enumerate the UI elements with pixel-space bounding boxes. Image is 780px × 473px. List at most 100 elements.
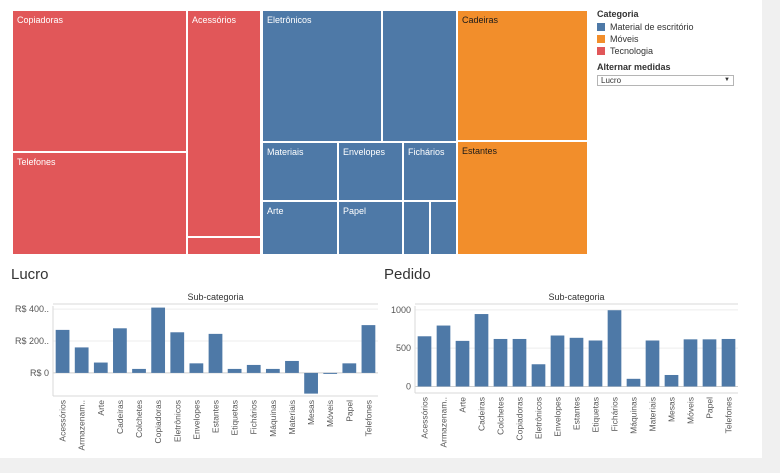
- treemap-tile-estantes[interactable]: Estantes: [457, 141, 588, 255]
- bar[interactable]: [304, 372, 318, 394]
- treemap-tile-materiais[interactable]: Materiais: [262, 142, 338, 201]
- bar[interactable]: [721, 338, 736, 387]
- treemap-tile-telefones[interactable]: Telefones: [12, 152, 187, 255]
- x-tick-label: Colchetes: [496, 397, 506, 435]
- x-tick-label: Móveis: [686, 397, 696, 424]
- x-tick-label: Envelopes: [553, 397, 563, 437]
- x-tick-label: Etiquetas: [591, 397, 601, 432]
- tile-label: Estantes: [462, 146, 498, 156]
- bar[interactable]: [285, 360, 299, 373]
- x-tick-label: Estantes: [211, 400, 221, 433]
- bar[interactable]: [323, 372, 338, 374]
- treemap-tile-copiadoras[interactable]: Copiadoras: [12, 10, 187, 152]
- treemap-tile-ficharios[interactable]: Fichários: [403, 142, 457, 201]
- x-tick-label: Armazenam..: [439, 397, 449, 448]
- bar[interactable]: [702, 339, 717, 387]
- x-tick-label: Máquinas: [268, 400, 278, 437]
- x-tick-label: Acessórios: [420, 397, 430, 439]
- bar[interactable]: [683, 339, 698, 387]
- bar[interactable]: [588, 340, 603, 387]
- bar[interactable]: [361, 325, 376, 373]
- measure-dropdown[interactable]: Lucro ▼: [597, 75, 734, 86]
- x-tick-label: Fichários: [249, 400, 259, 434]
- x-tick-label: Mesas: [667, 397, 677, 422]
- bar[interactable]: [626, 378, 641, 387]
- bar[interactable]: [493, 338, 508, 387]
- x-tick-label: Materiais: [287, 400, 297, 434]
- legend-label: Material de escritório: [610, 22, 694, 32]
- bar[interactable]: [74, 347, 89, 373]
- x-tick-label: Máquinas: [629, 397, 639, 434]
- bar[interactable]: [512, 338, 527, 387]
- chevron-down-icon: ▼: [724, 77, 730, 83]
- bar[interactable]: [436, 325, 451, 387]
- bar[interactable]: [569, 337, 584, 387]
- bar[interactable]: [151, 307, 166, 373]
- x-tick-label: Copiadoras: [515, 397, 525, 440]
- bar[interactable]: [93, 362, 108, 373]
- chart-title: Sub-categoria: [548, 292, 604, 302]
- x-tick-label: Telefones: [724, 397, 734, 433]
- bar[interactable]: [645, 340, 660, 387]
- x-tick-label: Copiadoras: [153, 400, 163, 443]
- treemap-tile-office-small-1[interactable]: [403, 201, 430, 255]
- y-tick-label: R$ 400..: [15, 304, 49, 314]
- bar[interactable]: [474, 314, 489, 387]
- x-tick-label: Mesas: [306, 400, 316, 425]
- bar[interactable]: [227, 368, 242, 373]
- treemap-tile-arte[interactable]: Arte: [262, 201, 338, 255]
- y-tick-label: R$ 0: [30, 368, 49, 378]
- x-tick-label: Arte: [458, 397, 468, 413]
- bar[interactable]: [455, 340, 470, 387]
- y-tick-label: 500: [396, 343, 411, 353]
- bar[interactable]: [208, 333, 223, 373]
- tile-label: Fichários: [408, 147, 445, 157]
- treemap-tile-papel[interactable]: Papel: [338, 201, 403, 255]
- dashboard-canvas: Copiadoras Acessórios Telefones Eletrôni…: [0, 0, 762, 458]
- bar[interactable]: [132, 368, 146, 373]
- lucro-section-title: Lucro: [11, 266, 49, 283]
- legend-swatch: [597, 23, 605, 31]
- bar[interactable]: [342, 363, 357, 373]
- x-tick-label: Móveis: [325, 400, 335, 427]
- treemap-tile-envelopes[interactable]: Envelopes: [338, 142, 403, 201]
- tile-label: Arte: [267, 206, 284, 216]
- treemap-tile-acessorios[interactable]: Acessórios: [187, 10, 261, 237]
- treemap-tile-cadeiras[interactable]: Cadeiras: [457, 10, 588, 141]
- treemap-tile-tecnologia-small[interactable]: [187, 237, 261, 255]
- bar[interactable]: [531, 364, 546, 387]
- bar[interactable]: [417, 336, 432, 387]
- x-tick-label: Envelopes: [191, 400, 201, 440]
- bar[interactable]: [664, 374, 679, 387]
- y-tick-label: 0: [406, 381, 411, 391]
- x-tick-label: Telefones: [363, 400, 373, 436]
- bar[interactable]: [189, 363, 204, 373]
- x-tick-label: Fichários: [610, 397, 620, 431]
- x-tick-label: Acessórios: [58, 400, 68, 442]
- bar[interactable]: [170, 332, 185, 373]
- pedido-section-title: Pedido: [384, 266, 431, 283]
- bar[interactable]: [113, 328, 127, 373]
- treemap-tile-eletronicos[interactable]: Eletrônicos: [262, 10, 382, 142]
- lucro-bar-chart: Sub-categoria R$ 0 R$ 200.. R$ 400.. Acessór…: [15, 292, 378, 451]
- treemap-tile-office-small-2[interactable]: [430, 201, 457, 255]
- tile-label: Acessórios: [192, 15, 237, 25]
- legend-item-tecnologia[interactable]: Tecnologia: [597, 45, 747, 57]
- bar[interactable]: [265, 368, 280, 373]
- bar[interactable]: [246, 364, 261, 373]
- legend-item-material-de-escritorio[interactable]: Material de escritório: [597, 21, 747, 33]
- measure-control-title: Alternar medidas: [597, 62, 671, 72]
- legend-item-moveis[interactable]: Móveis: [597, 33, 747, 45]
- x-tick-label: Colchetes: [134, 400, 144, 438]
- bar[interactable]: [55, 329, 70, 373]
- tile-label: Materiais: [267, 147, 304, 157]
- bar[interactable]: [607, 310, 622, 387]
- tile-label: Telefones: [17, 157, 56, 167]
- category-legend: Categoria Material de escritório Móveis …: [597, 9, 747, 86]
- x-tick-label: Armazenam..: [77, 400, 87, 451]
- x-tick-label: Arte: [96, 400, 106, 416]
- treemap-tile-office-unlabeled[interactable]: [382, 10, 457, 142]
- bar[interactable]: [550, 335, 565, 387]
- tile-label: Papel: [343, 206, 367, 216]
- y-tick-label: R$ 200..: [15, 336, 49, 346]
